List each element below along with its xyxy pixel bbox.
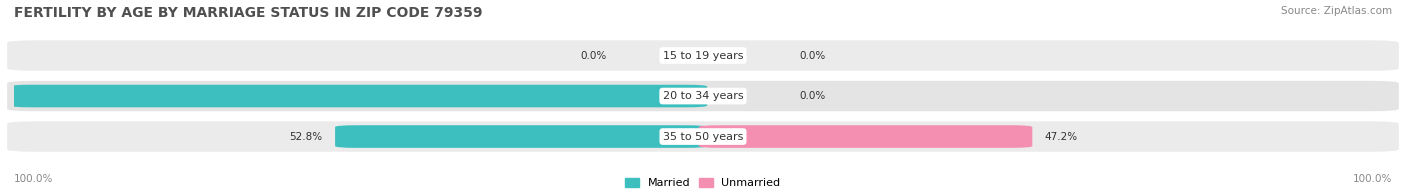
Text: Source: ZipAtlas.com: Source: ZipAtlas.com (1281, 6, 1392, 16)
Text: 0.0%: 0.0% (800, 91, 825, 101)
Legend: Married, Unmarried: Married, Unmarried (626, 178, 780, 189)
Text: 100.0%: 100.0% (14, 174, 53, 184)
FancyBboxPatch shape (7, 121, 1399, 152)
Text: 35 to 50 years: 35 to 50 years (662, 132, 744, 142)
Text: 0.0%: 0.0% (800, 51, 825, 61)
Text: 47.2%: 47.2% (1045, 132, 1078, 142)
Text: 20 to 34 years: 20 to 34 years (662, 91, 744, 101)
Text: 0.0%: 0.0% (581, 51, 606, 61)
Text: 15 to 19 years: 15 to 19 years (662, 51, 744, 61)
FancyBboxPatch shape (7, 40, 1399, 71)
FancyBboxPatch shape (335, 125, 707, 148)
FancyBboxPatch shape (699, 125, 1032, 148)
Text: 100.0%: 100.0% (1353, 174, 1392, 184)
Text: 52.8%: 52.8% (290, 132, 323, 142)
FancyBboxPatch shape (10, 85, 707, 107)
Text: FERTILITY BY AGE BY MARRIAGE STATUS IN ZIP CODE 79359: FERTILITY BY AGE BY MARRIAGE STATUS IN Z… (14, 6, 482, 20)
FancyBboxPatch shape (7, 81, 1399, 111)
